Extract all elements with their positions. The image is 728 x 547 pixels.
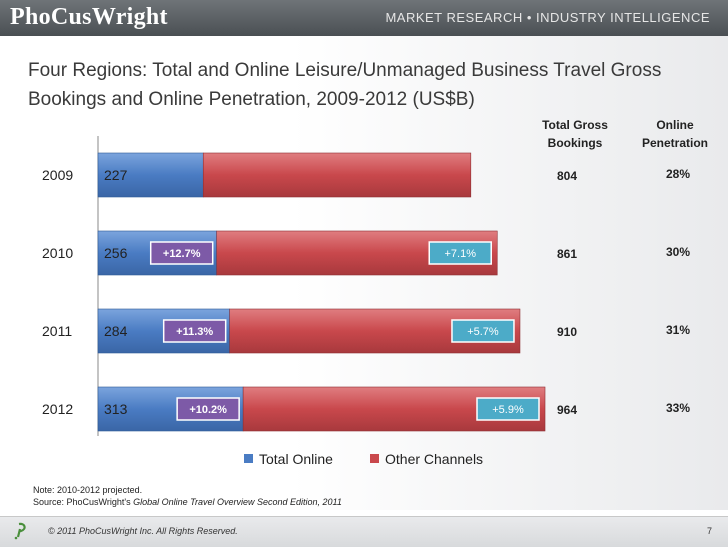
online-value-label: 313 bbox=[104, 401, 128, 417]
legend-label-online: Total Online bbox=[259, 451, 333, 467]
total-bookings-value: 964 bbox=[557, 403, 577, 417]
company-logo: PhoCusWright bbox=[10, 4, 168, 30]
online-growth-badge bbox=[176, 397, 240, 421]
other-growth-badge bbox=[428, 241, 492, 265]
online-penetration-value: 28% bbox=[666, 167, 690, 181]
year-label: 2011 bbox=[42, 323, 72, 339]
online-penetration-value: 30% bbox=[666, 245, 690, 259]
header-tagline: MARKET RESEARCH • INDUSTRY INTELLIGENCE bbox=[385, 10, 710, 25]
other-growth-badge bbox=[476, 397, 540, 421]
other-channels-bar bbox=[202, 152, 472, 198]
other-growth-label: +7.1% bbox=[444, 248, 476, 260]
header-bar: PhoCusWright MARKET RESEARCH • INDUSTRY … bbox=[0, 0, 728, 36]
other-growth-label: +5.7% bbox=[467, 326, 499, 338]
online-value-label: 227 bbox=[104, 167, 128, 183]
total-bookings-value: 861 bbox=[557, 247, 577, 261]
total-bookings-value: 910 bbox=[557, 325, 577, 339]
footer-bar: © 2011 PhoCusWright Inc. All Rights Rese… bbox=[0, 516, 728, 547]
online-growth-label: +11.3% bbox=[176, 326, 213, 338]
penetration-header: Online Penetration bbox=[630, 116, 720, 152]
legend-item-other: Other Channels bbox=[370, 451, 483, 467]
other-growth-badge bbox=[451, 319, 515, 343]
online-penetration-value: 33% bbox=[666, 401, 690, 415]
year-label: 2012 bbox=[42, 401, 73, 417]
year-label: 2010 bbox=[42, 245, 73, 261]
chart-note: Note: 2010-2012 projected. Source: PhoCu… bbox=[33, 484, 342, 508]
total-header-line2: Bookings bbox=[547, 136, 603, 150]
source-title: Global Online Travel Overview Second Edi… bbox=[133, 497, 342, 507]
penetration-header-line2: Penetration bbox=[641, 136, 708, 150]
online-growth-label: +10.2% bbox=[189, 404, 227, 416]
chart-title: Four Regions: Total and Online Leisure/U… bbox=[28, 60, 662, 110]
online-growth-label: +12.7% bbox=[163, 248, 201, 260]
total-header-line1: Total Gross bbox=[542, 118, 608, 132]
online-bar bbox=[97, 152, 204, 198]
year-label: 2009 bbox=[42, 167, 73, 183]
total-bookings-value: 804 bbox=[557, 169, 577, 183]
total-bookings-header: Total Gross Bookings bbox=[530, 116, 620, 152]
page-number: 7 bbox=[706, 526, 712, 536]
online-growth-badge bbox=[162, 319, 227, 343]
online-growth-badge bbox=[149, 241, 214, 265]
legend-label-other: Other Channels bbox=[385, 451, 484, 467]
projection-note: Note: 2010-2012 projected. bbox=[33, 485, 143, 495]
phocuswright-mark-icon bbox=[14, 522, 26, 540]
legend-swatch-online bbox=[244, 454, 253, 463]
online-value-label: 256 bbox=[104, 245, 128, 261]
legend-swatch-other bbox=[370, 454, 379, 463]
other-growth-label: +5.9% bbox=[492, 404, 524, 416]
online-penetration-value: 31% bbox=[666, 323, 690, 337]
source-line: Source: PhoCusWright's Global Online Tra… bbox=[33, 496, 342, 508]
legend-item-online: Total Online bbox=[244, 451, 333, 467]
penetration-header-line1: Online bbox=[656, 118, 694, 132]
online-value-label: 284 bbox=[104, 323, 128, 339]
copyright-text: © 2011 PhoCusWright Inc. All Rights Rese… bbox=[48, 526, 238, 536]
source-prefix: Source: PhoCusWright's bbox=[33, 497, 134, 507]
